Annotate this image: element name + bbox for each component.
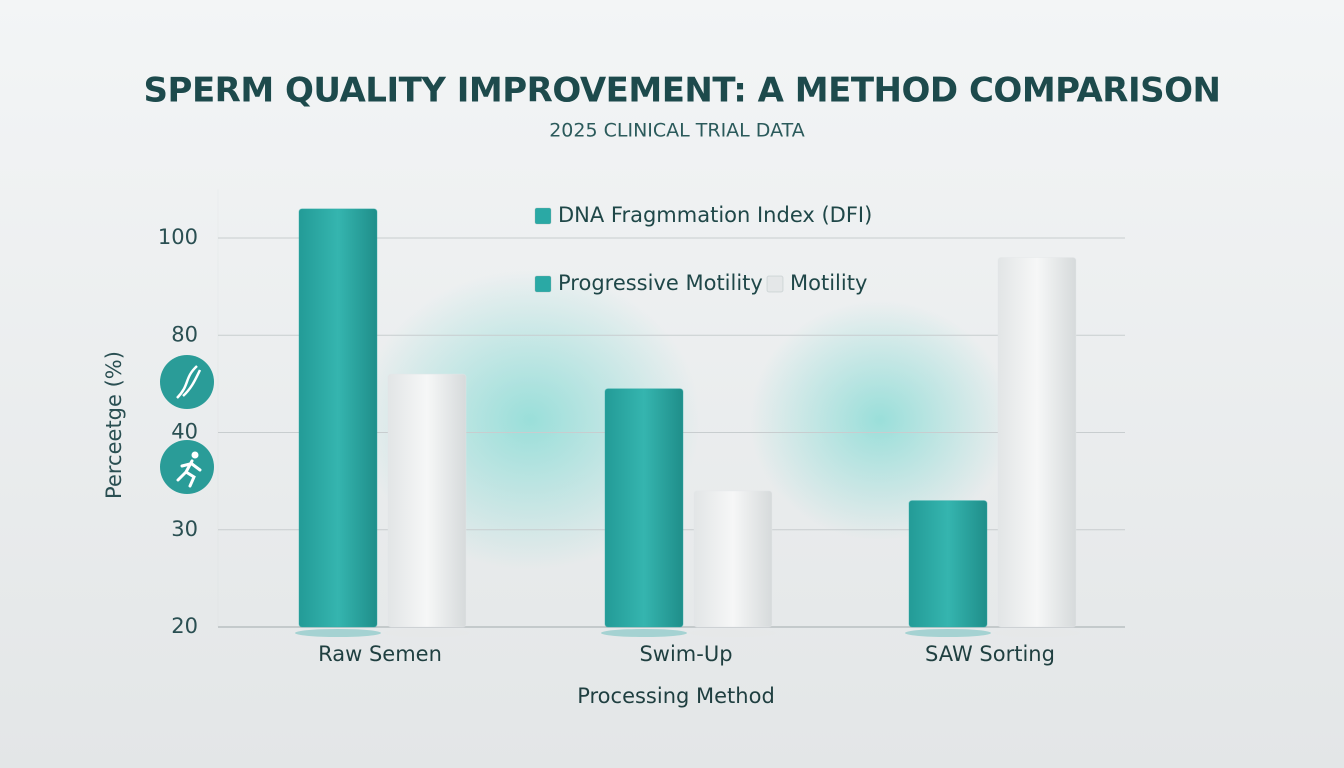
x-tick-label: Swim-Up: [639, 642, 732, 666]
legend-swatch: [534, 275, 552, 293]
legend-label: Motility: [790, 271, 867, 295]
x-tick-label: Raw Semen: [318, 642, 442, 666]
y-axis-title: Perceetge (%): [102, 351, 126, 499]
y-tick-label: 80: [171, 322, 198, 346]
bar-shadow: [690, 629, 776, 637]
bar-shadow: [601, 629, 687, 637]
x-tick-label: SAW Sorting: [925, 642, 1055, 666]
bar-shadow: [295, 629, 381, 637]
bar: [604, 388, 684, 628]
y-tick-label: 30: [171, 517, 198, 541]
bar: [997, 256, 1077, 628]
y-tick-label: 40: [171, 420, 198, 444]
bar: [908, 500, 988, 628]
bar: [387, 373, 467, 628]
x-axis-title: Processing Method: [577, 684, 775, 708]
chart-title: SPERM QUALITY IMPROVEMENT: A METHOD COMP…: [144, 71, 1221, 111]
bar-shadow: [905, 629, 991, 637]
y-tick-label: 100: [158, 225, 198, 249]
icons: [160, 355, 214, 494]
bar: [693, 490, 773, 628]
legend: DNA Fragmmation Index (DFI) Progressive M…: [534, 203, 872, 295]
bar-shadow: [994, 629, 1080, 637]
y-tick-label: 20: [171, 614, 198, 638]
bars: Raw Semen Swim-Up SAW Sorting: [295, 208, 1080, 666]
bar: [298, 208, 378, 628]
bar-shadow: [384, 629, 470, 637]
legend-label: Progressive Motility: [558, 271, 763, 295]
chart-subtitle: 2025 CLINICAL TRIAL DATA: [549, 120, 805, 142]
legend-swatch: [766, 275, 784, 293]
legend-label: DNA Fragmmation Index (DFI): [558, 203, 872, 227]
legend-swatch: [534, 207, 552, 225]
glow: [750, 300, 1010, 540]
